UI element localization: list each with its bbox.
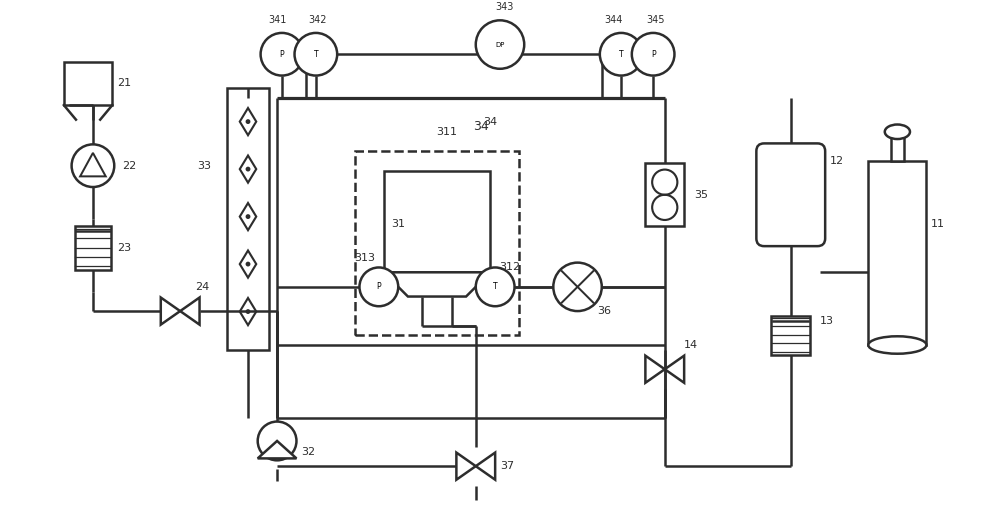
Circle shape <box>295 33 337 75</box>
Polygon shape <box>384 272 490 297</box>
Text: 31: 31 <box>391 219 405 229</box>
Text: P: P <box>280 50 284 59</box>
Text: 22: 22 <box>122 160 136 171</box>
Bar <box>64 61 112 105</box>
Circle shape <box>246 119 250 124</box>
Text: T: T <box>619 50 623 59</box>
Bar <box>384 171 490 272</box>
Bar <box>868 161 926 345</box>
Text: 37: 37 <box>500 461 514 471</box>
Circle shape <box>632 33 674 75</box>
Circle shape <box>476 20 524 69</box>
Text: 345: 345 <box>647 15 665 25</box>
Text: T: T <box>493 282 497 292</box>
Bar <box>75 227 111 270</box>
Circle shape <box>261 33 303 75</box>
Text: 34: 34 <box>473 120 488 134</box>
Text: P: P <box>377 282 381 292</box>
Text: 36: 36 <box>597 306 611 316</box>
Circle shape <box>72 144 114 187</box>
Bar <box>771 316 810 354</box>
Text: T: T <box>314 50 318 59</box>
Circle shape <box>600 33 642 75</box>
Text: DP: DP <box>495 42 505 47</box>
Circle shape <box>258 422 296 460</box>
Text: 33: 33 <box>197 160 211 171</box>
Text: 23: 23 <box>117 243 131 253</box>
Circle shape <box>553 263 602 311</box>
Text: 14: 14 <box>684 340 698 350</box>
FancyBboxPatch shape <box>756 143 825 246</box>
Text: 312: 312 <box>499 263 520 272</box>
Circle shape <box>359 267 398 306</box>
Text: 12: 12 <box>830 156 844 166</box>
Bar <box>645 163 684 227</box>
Polygon shape <box>258 441 296 458</box>
Circle shape <box>246 262 250 266</box>
Text: 21: 21 <box>117 78 131 88</box>
Bar <box>891 137 904 161</box>
Text: 13: 13 <box>820 316 834 326</box>
Text: 34: 34 <box>483 117 497 127</box>
Text: P: P <box>651 50 655 59</box>
Bar <box>227 88 269 350</box>
Text: 24: 24 <box>195 282 209 292</box>
Circle shape <box>246 214 250 219</box>
Bar <box>355 151 519 335</box>
Circle shape <box>476 267 515 306</box>
Text: 11: 11 <box>931 219 945 229</box>
Text: 313: 313 <box>354 253 375 263</box>
Text: 35: 35 <box>694 190 708 200</box>
Circle shape <box>246 167 250 171</box>
Text: 32: 32 <box>301 447 315 457</box>
Circle shape <box>246 309 250 314</box>
Text: 311: 311 <box>436 126 457 137</box>
Text: 341: 341 <box>268 15 286 25</box>
Text: 344: 344 <box>604 15 623 25</box>
Text: 343: 343 <box>496 2 514 11</box>
Ellipse shape <box>868 336 926 354</box>
Text: 342: 342 <box>309 15 327 25</box>
Ellipse shape <box>885 124 910 139</box>
